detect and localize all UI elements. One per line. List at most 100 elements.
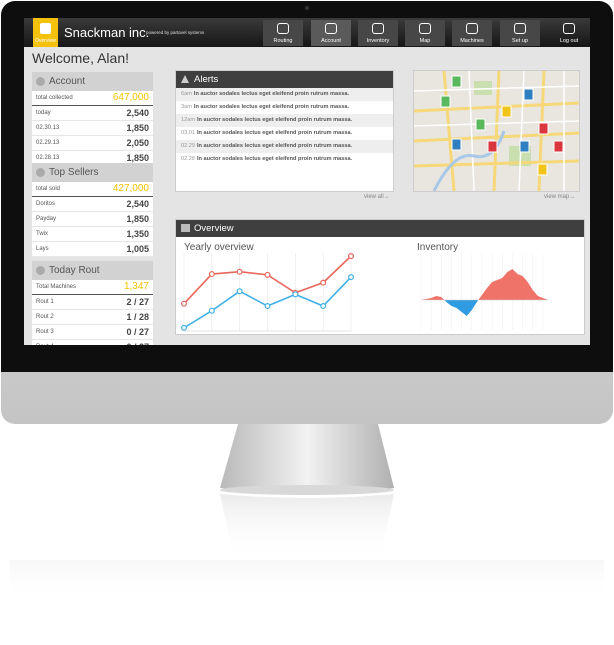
row-value: 1,005 [126, 244, 149, 254]
nav-item[interactable]: Log out [549, 20, 589, 46]
chart-title: Yearly overview [184, 242, 254, 253]
panel-header: Top Sellers [32, 163, 153, 182]
tagline: powered by partavel systems [146, 30, 205, 35]
row-value: 1 / 28 [126, 312, 149, 322]
area-positive [421, 269, 548, 300]
area-negative [421, 300, 548, 316]
point [292, 291, 299, 298]
point [208, 307, 215, 314]
reflection [220, 494, 394, 560]
point [264, 303, 271, 310]
charts [180, 253, 548, 332]
stat-row: Twix 1,350 [32, 227, 153, 242]
stat-row: 02.29.13 2,050 [32, 136, 153, 151]
panel-title: Top Sellers [49, 167, 99, 178]
nav-item[interactable]: Machines [452, 20, 492, 46]
panel-title: Today Rout [49, 265, 100, 276]
row-label: 02.30.13 [36, 125, 60, 131]
alert-row: 02.28 In auctor sodales lectus eget eleif… [176, 153, 393, 166]
alert-time: 03.01 [181, 130, 195, 136]
alert-row: 3am In auctor sodales lectus eget eleifen… [176, 101, 393, 114]
row-value: 2,050 [126, 138, 149, 148]
view-map-link[interactable]: view map→ [544, 194, 576, 200]
nav-item[interactable]: Account [311, 20, 351, 46]
row-value: 0 / 27 [126, 327, 149, 337]
nav-label: Set up [512, 38, 528, 44]
nav-icon [325, 23, 337, 34]
row-label: Rout 4 [36, 344, 54, 345]
point [236, 288, 243, 295]
alert-text: In auctor sodales lectus eget eleifend p… [197, 143, 353, 149]
panel-icon [36, 168, 45, 177]
view-all-link[interactable]: view all→ [364, 194, 390, 200]
nav-label: Inventory [366, 38, 390, 44]
row-value: 1,850 [126, 153, 149, 163]
total-row: total collected 647,000 [32, 91, 153, 106]
overview-panel: Overview Yearly overview Inventory [175, 219, 585, 335]
alerts-header: Alerts [176, 71, 393, 88]
point [180, 324, 188, 331]
logo[interactable]: Overview [33, 18, 58, 47]
total-row: Total Machines 1,347 [32, 280, 153, 295]
row-value: 1,850 [126, 214, 149, 224]
row-value: 1,350 [126, 229, 149, 239]
nav-icon [563, 23, 575, 34]
row-label: Payday [36, 216, 57, 222]
side-panel: Top Sellers total sold 427,000 Doritos 2,540… [32, 163, 153, 257]
nav-item[interactable]: Map [405, 20, 445, 46]
stat-row: Doritos 2,540 [32, 197, 153, 212]
panel-header: Today Rout [32, 261, 153, 280]
stand-base [220, 485, 394, 495]
total-value: 647,000 [112, 92, 149, 103]
nav-item[interactable]: Set up [500, 20, 540, 46]
row-label: 02.28.13 [36, 155, 60, 161]
row-value: 1,850 [126, 123, 149, 133]
alert-text: In auctor sodales lectus eget eleifend p… [197, 130, 353, 136]
nav-label: Map [419, 38, 431, 44]
row-label: Rout 3 [36, 329, 54, 335]
nav-icon [514, 23, 526, 34]
point [180, 300, 188, 307]
alert-row: 02.29 In auctor sodales lectus eget eleif… [176, 140, 393, 153]
stat-row: Payday 1,850 [32, 212, 153, 227]
nav-label: Log out [559, 38, 579, 44]
alert-row: 6am In auctor sodales lectus eget eleifen… [176, 88, 393, 101]
point [320, 279, 327, 286]
row-label: 02.29.13 [36, 140, 60, 146]
alert-time: 02.28 [181, 156, 195, 162]
point [348, 253, 355, 260]
point [320, 303, 327, 310]
panel-icon [36, 266, 45, 275]
alert-text: In auctor sodales lectus eget eleifend p… [197, 117, 353, 123]
row-label: Twix [36, 231, 48, 237]
camera [305, 6, 309, 10]
row-value: 0 / 27 [126, 342, 149, 345]
total-value: 1,347 [123, 281, 149, 292]
row-label: today [36, 110, 51, 116]
panel-title: Account [49, 76, 86, 87]
nav-icon [277, 23, 289, 34]
nav-item[interactable]: Inventory [358, 20, 398, 46]
point [348, 274, 355, 281]
brand: Snackman inc. [64, 25, 150, 40]
row-value: 2,540 [126, 199, 149, 209]
total-label: total collected [36, 95, 73, 101]
total-row: total sold 427,000 [32, 182, 153, 197]
nav-icon [466, 23, 478, 34]
row-label: Doritos [36, 201, 56, 207]
welcome: Welcome, Alan! [32, 50, 130, 66]
nav-label: Account [321, 38, 341, 44]
overview-header: Overview [176, 220, 584, 237]
point [264, 271, 271, 278]
nav-bar: Overview Snackman inc. powered by partav… [24, 18, 590, 47]
point [208, 271, 215, 278]
stat-row: Rout 1 2 / 27 [32, 295, 153, 310]
stat-row: Rout 3 0 / 27 [32, 325, 153, 340]
row-label: Lays [36, 246, 49, 252]
alert-time: 6am [181, 91, 192, 97]
alert-time: 3am [181, 104, 192, 110]
nav-item[interactable]: Routing [263, 20, 303, 46]
screen: Overview Snackman inc. powered by partav… [24, 18, 590, 345]
alerts-title: Alerts [194, 74, 219, 85]
stat-row: 02.30.13 1,850 [32, 121, 153, 136]
